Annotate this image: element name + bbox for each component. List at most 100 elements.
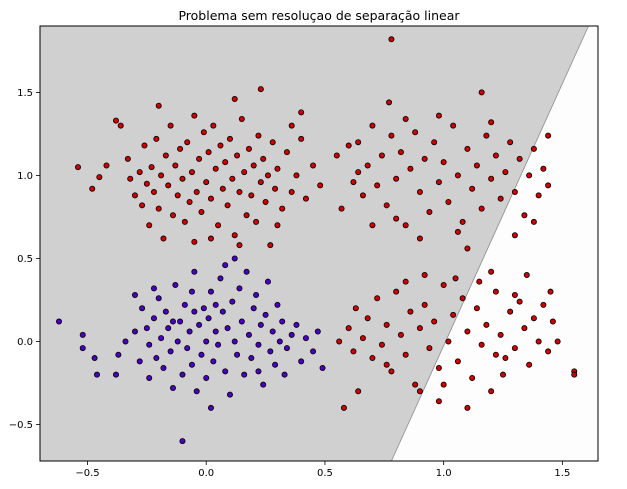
data-point: [139, 305, 146, 312]
data-point: [530, 315, 537, 322]
data-point: [143, 180, 150, 187]
data-point: [219, 185, 226, 192]
data-point: [473, 162, 480, 169]
data-point: [136, 358, 143, 365]
data-point: [440, 159, 447, 166]
data-point: [488, 119, 495, 126]
data-point: [416, 189, 423, 196]
data-point: [210, 358, 217, 365]
y-tick-label: 0.0: [17, 337, 33, 348]
data-point: [243, 212, 250, 219]
data-point: [397, 149, 404, 156]
data-point: [279, 318, 286, 325]
data-point: [153, 135, 160, 142]
data-point: [264, 172, 271, 179]
data-point: [450, 122, 457, 129]
data-point: [191, 112, 198, 119]
data-point: [203, 374, 210, 381]
data-point: [530, 218, 537, 225]
data-points: [55, 36, 578, 445]
data-point: [426, 208, 433, 215]
data-point: [521, 212, 528, 219]
data-point: [547, 288, 554, 295]
data-point: [229, 298, 236, 305]
data-point: [388, 36, 395, 43]
data-point: [112, 117, 119, 124]
data-point: [440, 282, 447, 289]
data-point: [526, 172, 533, 179]
data-point: [224, 202, 231, 209]
data-point: [523, 272, 530, 279]
data-point: [464, 328, 471, 335]
data-point: [186, 198, 193, 205]
y-tick-label: 1.5: [17, 88, 33, 99]
data-point: [274, 222, 281, 229]
data-point: [435, 112, 442, 119]
data-point: [269, 139, 276, 146]
data-point: [507, 139, 514, 146]
data-point: [181, 301, 188, 308]
data-point: [267, 242, 274, 249]
data-point: [440, 381, 447, 388]
data-point: [393, 288, 400, 295]
data-point: [200, 305, 207, 312]
data-point: [369, 122, 376, 129]
data-point: [476, 278, 483, 285]
data-point: [150, 285, 157, 292]
y-tick-label: 1.0: [17, 171, 33, 182]
data-point: [229, 175, 236, 182]
data-point: [160, 235, 167, 242]
data-point: [238, 318, 245, 325]
data-point: [416, 325, 423, 332]
data-point: [148, 164, 155, 171]
data-point: [516, 155, 523, 162]
data-point: [416, 235, 423, 242]
data-point: [402, 115, 409, 122]
data-point: [131, 192, 138, 199]
data-point: [207, 235, 214, 242]
data-point: [155, 295, 162, 302]
data-point: [238, 115, 245, 122]
data-point: [205, 315, 212, 322]
data-point: [131, 291, 138, 298]
data-point: [226, 135, 233, 142]
data-point: [248, 192, 255, 199]
data-point: [188, 288, 195, 295]
data-point: [274, 301, 281, 308]
data-point: [146, 374, 153, 381]
data-point: [236, 242, 243, 249]
data-point: [488, 268, 495, 275]
data-point: [459, 218, 466, 225]
data-point: [272, 361, 279, 368]
data-point: [492, 152, 499, 159]
data-point: [402, 278, 409, 285]
data-point: [234, 351, 241, 358]
data-point: [302, 335, 309, 342]
data-point: [435, 365, 442, 372]
data-point: [416, 388, 423, 395]
data-point: [402, 222, 409, 229]
data-point: [255, 368, 262, 375]
data-point: [571, 371, 578, 378]
data-point: [193, 189, 200, 196]
data-point: [136, 169, 143, 176]
data-point: [386, 99, 393, 106]
data-point: [96, 174, 103, 181]
data-point: [454, 228, 461, 235]
data-point: [374, 182, 381, 189]
data-point: [459, 295, 466, 302]
data-point: [516, 298, 523, 305]
data-point: [184, 139, 191, 146]
data-point: [333, 152, 340, 159]
data-point: [298, 109, 305, 116]
x-tick-label: −0.5: [75, 468, 99, 479]
data-point: [452, 275, 459, 282]
data-point: [497, 331, 504, 338]
data-point: [364, 315, 371, 322]
data-point: [141, 142, 148, 149]
data-point: [421, 301, 428, 308]
data-point: [350, 179, 357, 186]
data-point: [231, 96, 238, 103]
data-point: [222, 262, 229, 269]
